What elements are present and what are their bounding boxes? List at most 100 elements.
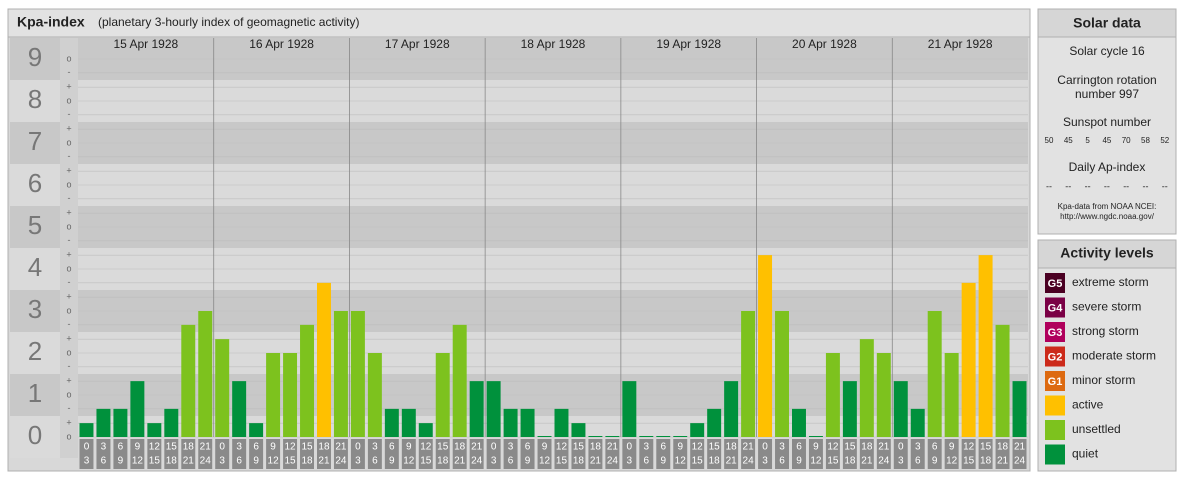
time-cell <box>266 439 281 469</box>
time-label: 18 <box>726 442 738 453</box>
level-name: unsettled <box>1072 422 1121 436</box>
time-cell <box>164 439 179 469</box>
ap-value: -- <box>1123 181 1129 191</box>
time-label: 9 <box>542 442 548 453</box>
time-label: 15 <box>827 456 839 467</box>
time-cell <box>656 439 671 469</box>
kp-bar <box>215 339 230 437</box>
time-cell <box>1012 439 1027 469</box>
level-name: severe storm <box>1072 300 1141 314</box>
time-label: 6 <box>796 442 802 453</box>
time-cell <box>486 439 501 469</box>
kp-bar <box>944 353 959 437</box>
ap-value: -- <box>1065 181 1071 191</box>
level-name: extreme storm <box>1072 275 1149 289</box>
time-label: 15 <box>709 442 721 453</box>
kp-bar <box>435 353 450 437</box>
time-label: 0 <box>219 442 225 453</box>
minor-tick-label: - <box>68 277 71 287</box>
minor-tick-label: o <box>66 137 71 147</box>
kp-bar <box>79 423 94 437</box>
time-cell <box>130 439 145 469</box>
time-cell <box>792 439 806 469</box>
minor-tick-label: o <box>66 95 71 105</box>
time-cell <box>452 439 467 469</box>
y-label-cell <box>10 164 60 206</box>
time-label: 6 <box>118 442 124 453</box>
time-label: 9 <box>796 456 802 467</box>
y-tick-label: 8 <box>28 84 42 114</box>
minor-column <box>60 38 78 458</box>
kp-bar <box>910 408 925 437</box>
time-cell <box>978 439 993 469</box>
time-cell <box>181 439 196 469</box>
title-bar <box>7 8 1031 38</box>
time-label: 6 <box>372 456 378 467</box>
time-cell <box>554 439 569 469</box>
minor-tick-label: - <box>68 319 71 329</box>
time-label: 12 <box>420 442 432 453</box>
carrington: number 997 <box>1075 87 1139 101</box>
minor-tick-label: o <box>66 431 71 441</box>
time-cell <box>333 439 348 469</box>
time-cell <box>317 439 331 469</box>
band <box>78 416 1028 437</box>
time-cell <box>842 439 857 469</box>
minor-tick-label: o <box>66 179 71 189</box>
level-swatch <box>1045 371 1065 391</box>
time-cell <box>367 439 382 469</box>
time-label: 15 <box>437 442 449 453</box>
time-label: 15 <box>556 456 568 467</box>
ap-value: -- <box>1085 181 1091 191</box>
kp-bar <box>893 381 908 437</box>
time-cell <box>808 439 823 469</box>
time-cell <box>520 439 535 469</box>
y-label-cell <box>10 416 60 458</box>
time-label: 3 <box>491 456 497 467</box>
time-label: 18 <box>454 442 466 453</box>
time-cell <box>605 439 620 469</box>
time-cell <box>910 439 925 469</box>
time-cell <box>639 439 654 469</box>
level-code: G4 <box>1048 302 1064 314</box>
time-label: 3 <box>779 442 785 453</box>
time-label: 21 <box>1014 442 1026 453</box>
time-label: 18 <box>997 442 1009 453</box>
time-label: 21 <box>590 456 602 467</box>
sunspot-value: 45 <box>1102 136 1111 145</box>
time-label: 0 <box>762 442 768 453</box>
time-label: 21 <box>318 456 330 467</box>
time-label: 9 <box>660 456 666 467</box>
time-label: 6 <box>101 456 107 467</box>
kp-bar <box>198 311 213 437</box>
time-cell <box>995 439 1010 469</box>
kp-bar <box>486 381 501 437</box>
minor-tick-label: + <box>66 292 71 302</box>
day-label: 19 Apr 1928 <box>656 37 721 51</box>
time-label: 24 <box>743 456 755 467</box>
time-label: 0 <box>355 442 361 453</box>
time-label: 21 <box>997 456 1009 467</box>
y-label-cell <box>10 122 60 164</box>
minor-tick-label: - <box>68 403 71 413</box>
time-label: 3 <box>219 456 225 467</box>
time-label: 12 <box>149 442 161 453</box>
time-label: 6 <box>253 442 259 453</box>
kp-bar <box>978 255 993 437</box>
time-label: 9 <box>253 456 259 467</box>
y-tick-label: 5 <box>28 210 42 240</box>
y-label-cell <box>10 290 60 332</box>
y-tick-label: 6 <box>28 168 42 198</box>
kp-bar <box>775 311 789 437</box>
minor-tick-label: - <box>68 67 71 77</box>
y-tick-label: 1 <box>28 378 42 408</box>
time-cell <box>96 439 111 469</box>
time-label: 3 <box>508 442 514 453</box>
minor-tick-label: - <box>68 109 71 119</box>
kp-bar <box>673 436 688 437</box>
time-label: 12 <box>403 456 415 467</box>
kp-bar <box>283 353 298 437</box>
time-label: 15 <box>844 442 856 453</box>
y-label-cell <box>10 38 60 80</box>
time-label: 9 <box>270 442 276 453</box>
